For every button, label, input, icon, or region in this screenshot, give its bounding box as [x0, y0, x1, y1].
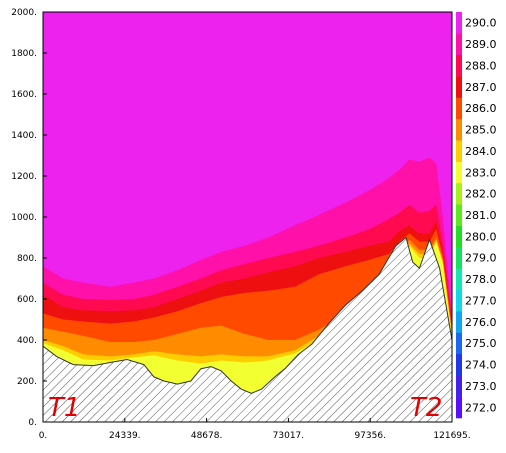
colorbar-label: 287.0 [465, 81, 497, 94]
colorbar-label: 280.0 [465, 230, 497, 243]
x-tick-label: 97356. [354, 431, 386, 441]
colorbar-swatch [456, 12, 462, 34]
x-axis: 0. 24339. 48678. 73017. 97356. 121695. [39, 418, 471, 441]
y-tick-label: 1200. [11, 172, 37, 182]
y-tick-label: 1000. [11, 213, 37, 223]
colorbar-label: 275.0 [465, 337, 497, 350]
colorbar-label: 283.0 [465, 166, 497, 179]
colorbar-swatch [456, 204, 462, 226]
colorbar-swatch [456, 375, 462, 397]
colorbar-swatch [456, 118, 462, 141]
colorbar-label: 272.0 [465, 401, 497, 414]
x-tick-label: 0. [39, 431, 48, 441]
colorbar-label: 290.0 [465, 17, 497, 30]
colorbar-swatch [456, 247, 462, 269]
colorbar-swatch [456, 225, 462, 248]
colorbar-label: 286.0 [465, 102, 497, 115]
x-tick-label: 73017. [273, 431, 305, 441]
colorbar-label: 288.0 [465, 59, 497, 72]
colorbar-swatch [456, 182, 462, 205]
x-tick-label: 24339. [109, 431, 141, 441]
colorbar-label: 277.0 [465, 294, 497, 307]
y-tick-label: 0. [28, 418, 37, 428]
y-tick-label: 1600. [11, 90, 37, 100]
colorbar-swatch [456, 289, 462, 312]
y-tick-label: 200. [17, 377, 37, 387]
colorbar-label: 278.0 [465, 273, 497, 286]
colorbar-label: 274.0 [465, 359, 497, 372]
y-tick-label: 1400. [11, 131, 37, 141]
colorbar-swatch [456, 268, 462, 291]
x-tick-label: 121695. [433, 431, 470, 441]
y-tick-label: 1800. [11, 49, 37, 59]
colorbar-swatch [456, 332, 462, 355]
colorbar-label: 282.0 [465, 188, 497, 201]
colorbar-swatch [456, 97, 462, 120]
colorbar-swatch [456, 396, 462, 419]
colorbar-swatch [456, 311, 462, 333]
colorbar: 272.0 273.0 274.0 275.0 276.0 277.0 278.0 279.0… [456, 12, 497, 419]
colorbar-label: 281.0 [465, 209, 497, 222]
colorbar-swatch [456, 161, 462, 184]
colorbar-swatch [456, 353, 462, 376]
colorbar-swatch [456, 54, 462, 77]
endpoint-label-start: T1 [48, 393, 80, 423]
x-tick-label: 48678. [191, 431, 223, 441]
endpoint-label-end: T2 [410, 393, 442, 423]
y-tick-label: 2000. [11, 8, 37, 18]
colorbar-label: 285.0 [465, 124, 497, 137]
y-tick-label: 600. [17, 295, 37, 305]
colorbar-label: 284.0 [465, 145, 497, 158]
y-tick-label: 800. [17, 254, 37, 264]
colorbar-label: 279.0 [465, 252, 497, 265]
colorbar-swatch [456, 33, 462, 56]
terrain [43, 236, 452, 422]
colorbar-swatch [456, 76, 462, 98]
colorbar-swatch [456, 140, 462, 162]
y-axis: 0. 200. 400. 600. 800. 1000. 1200. 1400. 1600. 18… [11, 8, 47, 428]
y-tick-label: 400. [17, 336, 37, 346]
plot-area [42, 11, 453, 423]
colorbar-label: 276.0 [465, 316, 497, 329]
colorbar-label: 289.0 [465, 38, 497, 51]
colorbar-label: 273.0 [465, 380, 497, 393]
